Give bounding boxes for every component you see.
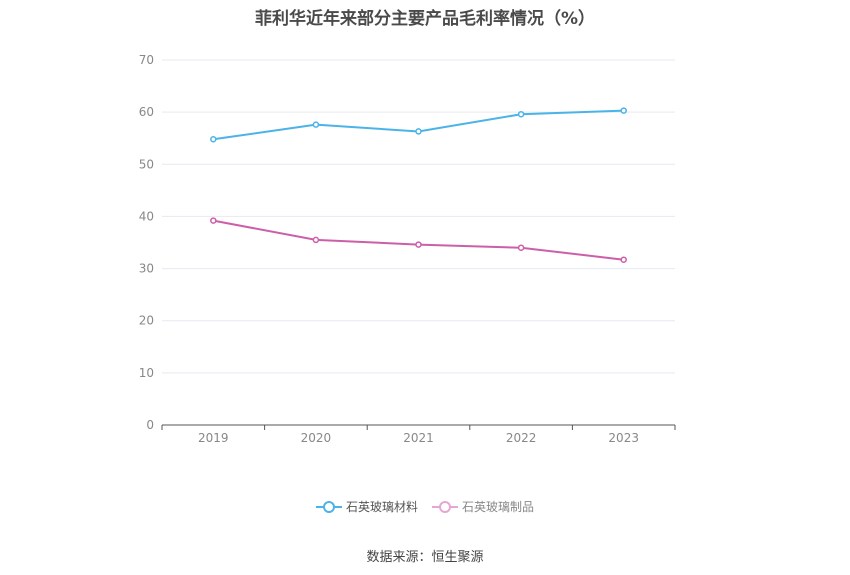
legend-label: 石英玻璃材料	[345, 500, 418, 514]
y-tick-label: 10	[139, 366, 154, 380]
data-point-2	[415, 241, 422, 248]
y-tick-label: 40	[139, 209, 154, 223]
chart-title: 菲利华近年来部分主要产品毛利率情况（%）	[254, 9, 596, 29]
data-point-2	[312, 236, 320, 244]
data-point-1	[517, 110, 525, 118]
data-point-2	[210, 217, 217, 224]
legend-line-icon	[432, 500, 458, 513]
data-point-1	[210, 136, 217, 143]
data-point-2	[620, 256, 627, 263]
x-tick-label: 2023	[608, 431, 639, 445]
x-tick-label: 2021	[403, 431, 434, 445]
y-tick-label: 70	[139, 53, 154, 67]
data-point-1	[620, 107, 627, 114]
series-line-1	[213, 109, 624, 141]
x-tick-label: 2019	[198, 431, 229, 445]
x-tick-label: 2020	[301, 431, 332, 445]
legend-item-series-2[interactable]: 石英玻璃制品	[432, 498, 534, 515]
legend-item-series-1[interactable]: 石英玻璃材料	[315, 498, 418, 515]
series-line-2	[213, 219, 624, 261]
y-tick-label: 30	[139, 262, 154, 276]
x-tick-label: 2022	[506, 431, 537, 445]
data-point-1	[415, 128, 422, 135]
data-point-2	[517, 244, 525, 251]
data-point-1	[312, 121, 320, 128]
y-tick-label: 50	[139, 157, 154, 171]
legend-line-icon	[315, 500, 342, 513]
y-tick-label: 0	[146, 418, 154, 432]
legend: 石英玻璃材料 石英玻璃制品	[0, 498, 850, 515]
data-source: 数据来源：恒生聚源	[366, 550, 484, 565]
y-tick-label: 60	[139, 105, 154, 119]
y-tick-label: 20	[139, 314, 154, 328]
legend-label: 石英玻璃制品	[462, 500, 535, 514]
